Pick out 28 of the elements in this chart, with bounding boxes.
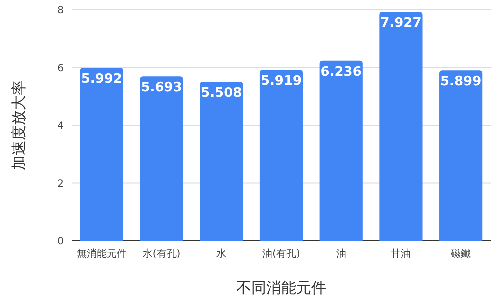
y-tick-label: 8: [58, 6, 64, 16]
data-label: 5.508: [201, 86, 242, 101]
x-tick-label: 油: [336, 248, 346, 260]
data-label: 5.693: [141, 80, 182, 96]
x-tick-label: 水: [216, 248, 227, 260]
y-tick-label: 4: [58, 121, 64, 132]
data-label: 5.899: [440, 74, 482, 90]
y-tick-label: 2: [58, 178, 64, 190]
x-tick-label: 無消能元件: [76, 248, 127, 260]
x-tick-label: 油(有孔): [262, 248, 300, 260]
bar: [260, 70, 304, 241]
x-tick-label: 甘油: [391, 248, 412, 260]
x-tick-label: 磁鐵: [450, 248, 472, 260]
data-label: 5.919: [260, 74, 302, 90]
data-label: 7.927: [380, 16, 422, 32]
y-tick-label: 6: [58, 63, 64, 74]
y-tick-label: 0: [58, 236, 64, 248]
x-axis-title: 不同消能元件: [236, 279, 326, 297]
data-label: 6.236: [320, 64, 362, 80]
data-label: 5.992: [81, 72, 122, 87]
bar: [140, 76, 184, 241]
bar: [80, 68, 124, 241]
bar: [320, 60, 363, 241]
x-tick-label: 水(有孔): [142, 248, 181, 260]
bar: [200, 82, 244, 241]
bar: [380, 12, 423, 241]
bar: [440, 70, 483, 241]
y-axis-title: 加速度放大率: [10, 80, 28, 170]
